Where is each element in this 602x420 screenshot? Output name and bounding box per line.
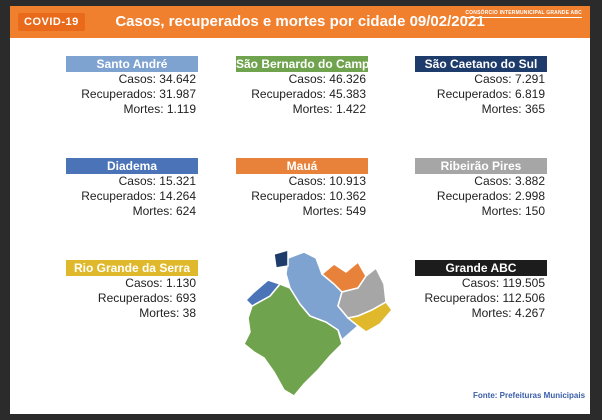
map-diadema (244, 279, 282, 307)
card-diadema: Diadema Casos: 15.321 Recuperados: 14.26… (66, 158, 198, 219)
card-header: São Caetano do Sul (415, 56, 547, 72)
infographic-panel: COVID-19 Casos, recuperados e mortes por… (10, 6, 590, 414)
card-grande-abc: Grande ABC Casos: 119.505 Recuperados: 1… (415, 260, 547, 321)
recovered-value: Recuperados: 6.819 (436, 87, 545, 101)
header-bar: COVID-19 Casos, recuperados e mortes por… (10, 6, 590, 38)
deaths-value: Mortes: 38 (139, 306, 196, 320)
deaths-value: Mortes: 549 (302, 204, 366, 218)
covid-badge: COVID-19 (18, 13, 85, 31)
card-ribeirao-pires: Ribeirão Pires Casos: 3.882 Recuperados:… (415, 158, 547, 219)
card-sao-bernardo: São Bernardo do Campo Casos: 46.326 Recu… (236, 56, 377, 117)
cases-value: Casos: 46.326 (288, 72, 366, 86)
card-header: Diadema (66, 158, 198, 174)
source-note: Fonte: Prefeituras Municipais (473, 391, 586, 400)
page-title: Casos, recuperados e mortes por cidade 0… (115, 13, 485, 30)
card-header: Ribeirão Pires (415, 158, 547, 174)
card-rio-grande-da-serra: Rio Grande da Serra Casos: 1.130 Recuper… (66, 260, 198, 321)
card-header: São Bernardo do Campo (236, 56, 377, 72)
deaths-value: Mortes: 4.267 (471, 306, 545, 320)
deaths-value: Mortes: 365 (481, 102, 545, 116)
cases-value: Casos: 10.913 (288, 174, 366, 188)
cases-value: Casos: 15.321 (118, 174, 196, 188)
cases-value: Casos: 1.130 (125, 276, 196, 290)
deaths-value: Mortes: 150 (481, 204, 545, 218)
recovered-value: Recuperados: 45.383 (251, 87, 366, 101)
card-header: Grande ABC (415, 260, 547, 276)
recovered-value: Recuperados: 112.506 (424, 291, 545, 305)
card-header: Mauá (236, 158, 368, 174)
card-santo-andre: Santo André Casos: 34.642 Recuperados: 3… (66, 56, 198, 117)
card-sao-caetano: São Caetano do Sul Casos: 7.291 Recupera… (415, 56, 547, 117)
deaths-value: Mortes: 624 (132, 204, 196, 218)
recovered-value: Recuperados: 31.987 (81, 87, 196, 101)
cases-value: Casos: 3.882 (474, 174, 545, 188)
cases-value: Casos: 7.291 (474, 72, 545, 86)
region-map (243, 249, 393, 397)
recovered-value: Recuperados: 14.264 (81, 189, 196, 203)
recovered-value: Recuperados: 10.362 (251, 189, 366, 203)
card-maua: Mauá Casos: 10.913 Recuperados: 10.362 M… (236, 158, 368, 219)
recovered-value: Recuperados: 693 (97, 291, 196, 305)
recovered-value: Recuperados: 2.998 (436, 189, 545, 203)
deaths-value: Mortes: 1.119 (123, 102, 196, 116)
deaths-value: Mortes: 1.422 (292, 102, 366, 116)
card-header: Rio Grande da Serra (66, 260, 198, 276)
cases-value: Casos: 34.642 (118, 72, 196, 86)
map-sao-caetano (273, 249, 289, 269)
org-label: CONSÓRCIO INTERMUNICIPAL GRANDE ABC (465, 10, 582, 18)
card-header: Santo André (66, 56, 198, 72)
cases-value: Casos: 119.505 (461, 276, 545, 290)
map-rio-grande-da-serra (346, 301, 393, 333)
